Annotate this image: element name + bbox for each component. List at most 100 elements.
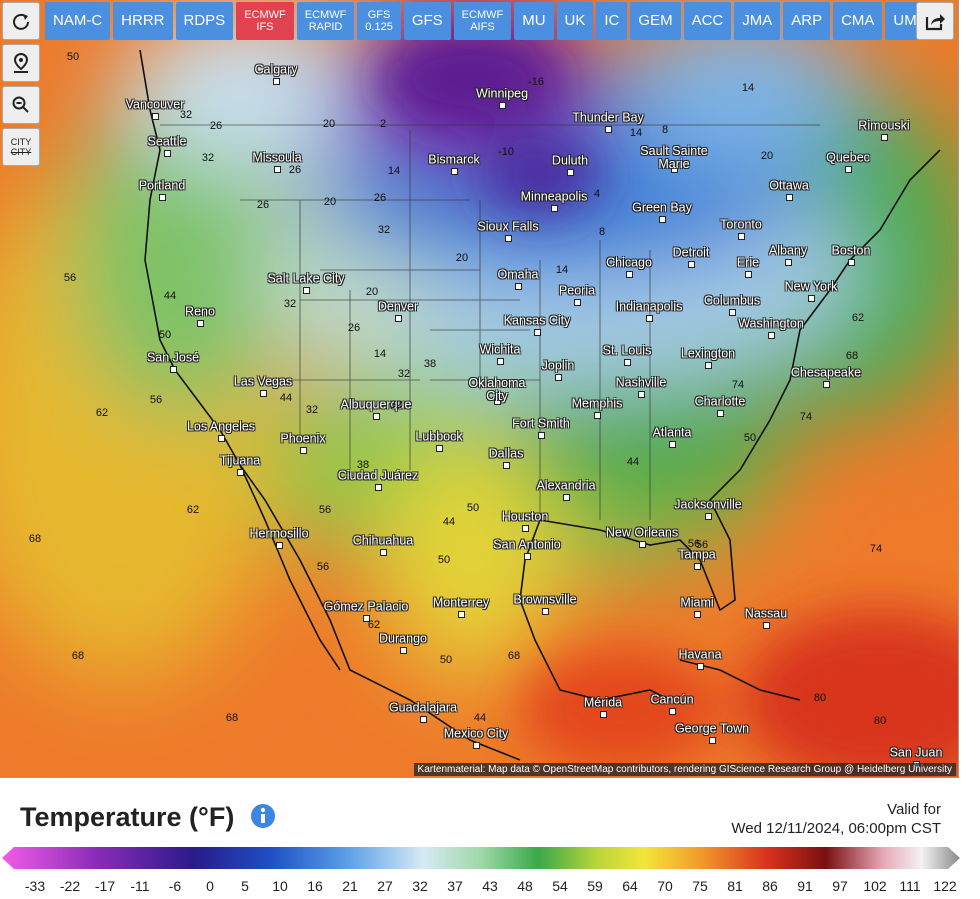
city-label[interactable]: Cancún xyxy=(650,692,694,707)
model-button[interactable]: UK xyxy=(556,2,594,40)
city-label[interactable]: Chihuahua xyxy=(352,533,414,548)
city-label[interactable]: Sault Sainte Marie xyxy=(640,144,708,171)
share-button[interactable] xyxy=(916,2,954,40)
city-label[interactable]: Mexico City xyxy=(443,726,509,741)
city-label[interactable]: Bismarck xyxy=(428,152,480,167)
city-label[interactable]: Thunder Bay xyxy=(572,110,644,125)
city-label[interactable]: Joplin xyxy=(541,358,575,373)
city-label[interactable]: Chesapeake xyxy=(790,365,862,380)
city-label[interactable]: Columbus xyxy=(703,293,761,308)
model-button[interactable]: ECMWF AIFS xyxy=(453,2,512,40)
city-label[interactable]: Phoenix xyxy=(280,431,326,446)
city-label[interactable]: Brownsville xyxy=(513,592,577,607)
city-label[interactable]: Memphis xyxy=(571,396,623,411)
city-label[interactable]: Washington xyxy=(738,316,804,331)
city-label[interactable]: San Juan xyxy=(889,745,943,760)
city-label[interactable]: Ottawa xyxy=(769,178,809,193)
city-label[interactable]: Alexandria xyxy=(536,478,596,493)
city-label[interactable]: Nashville xyxy=(615,375,667,390)
model-button[interactable]: GEM xyxy=(630,2,681,40)
city-label[interactable]: Vancouver xyxy=(125,97,185,112)
city-label[interactable]: New York xyxy=(784,279,838,294)
city-label[interactable]: Durango xyxy=(379,631,427,646)
city-label[interactable]: Salt Lake City xyxy=(267,271,345,286)
city-label[interactable]: Albany xyxy=(768,243,808,258)
city-label[interactable]: Las Vegas xyxy=(233,374,293,389)
model-button[interactable]: RDPS xyxy=(175,2,234,40)
city-label[interactable]: Atlanta xyxy=(652,425,692,440)
city-label[interactable]: Green Bay xyxy=(632,200,692,215)
city-label[interactable]: Dallas xyxy=(488,446,524,461)
city-label[interactable]: San Antonio xyxy=(493,537,561,552)
city-label[interactable]: Monterrey xyxy=(432,595,490,610)
city-toggle[interactable]: CITY CITY xyxy=(2,128,40,166)
city-label[interactable]: San José xyxy=(146,350,200,365)
model-button[interactable]: NAM-C xyxy=(45,2,111,40)
model-button[interactable]: ECMWF IFS xyxy=(236,2,294,40)
city-label[interactable]: Gómez Palacio xyxy=(323,599,409,614)
city-label[interactable]: Tampa xyxy=(678,547,716,562)
city-label[interactable]: Oklahoma City xyxy=(468,376,526,403)
city-label[interactable]: Winnipeg xyxy=(475,86,529,101)
map[interactable]: Calgary Vancouver Winnipeg Thunder Bay Rimou… xyxy=(0,0,959,778)
city-label[interactable]: Seattle xyxy=(147,134,187,149)
city-label[interactable]: Miami xyxy=(680,595,714,610)
city-label[interactable]: Detroit xyxy=(672,245,710,260)
city-marker xyxy=(524,553,531,560)
city-label[interactable]: Calgary xyxy=(254,62,298,77)
zoom-button[interactable] xyxy=(2,86,40,124)
model-button[interactable]: MU xyxy=(514,2,554,40)
city-label[interactable]: Hermosillo xyxy=(249,526,309,541)
isotherm-label: -10 xyxy=(498,146,514,158)
location-button[interactable] xyxy=(2,44,40,82)
city-label[interactable]: Lexington xyxy=(680,346,736,361)
model-button[interactable]: GFS xyxy=(403,2,451,40)
model-button[interactable]: IC xyxy=(596,2,628,40)
city-label[interactable]: Omaha xyxy=(497,267,539,282)
city-label[interactable]: Jacksonville xyxy=(674,497,742,512)
model-button[interactable]: JMA xyxy=(734,2,781,40)
isotherm-label: 50 xyxy=(66,51,80,63)
city-label[interactable]: Chicago xyxy=(606,255,652,270)
city-label[interactable]: Tijuana xyxy=(219,453,261,468)
city-label[interactable]: Nassau xyxy=(744,606,788,621)
city-label[interactable]: Sioux Falls xyxy=(477,219,539,234)
model-button[interactable]: GFS 0.125 xyxy=(357,2,401,40)
city-label[interactable]: Rimouski xyxy=(858,118,910,133)
city-label[interactable]: Albuquerque xyxy=(340,397,412,412)
city-label[interactable]: Erie xyxy=(736,255,760,270)
isotherm-label: 56 xyxy=(316,561,330,573)
city-label[interactable]: Wichita xyxy=(479,342,521,357)
city-label[interactable]: Toronto xyxy=(720,217,762,232)
city-label[interactable]: Portland xyxy=(138,178,186,193)
city-label[interactable]: St. Louis xyxy=(602,343,652,358)
city-label[interactable]: Minneapolis xyxy=(520,189,588,204)
model-button[interactable]: ACC xyxy=(683,2,732,40)
city-label[interactable]: Reno xyxy=(185,304,215,319)
city-label[interactable]: Indianapolis xyxy=(615,299,683,314)
city-label[interactable]: Missoula xyxy=(252,150,302,165)
city-label[interactable]: Havana xyxy=(678,647,722,662)
city-label[interactable]: Duluth xyxy=(551,153,589,168)
refresh-button[interactable] xyxy=(2,2,40,40)
city-label[interactable]: Peoria xyxy=(558,283,596,298)
model-button[interactable]: ECMWF RAPID xyxy=(296,2,355,40)
model-button[interactable]: CMA xyxy=(833,2,883,40)
city-label[interactable]: Kansas City xyxy=(503,313,571,328)
model-button[interactable]: ARP xyxy=(783,2,831,40)
city-label[interactable]: Los Angeles xyxy=(186,419,256,434)
info-icon[interactable] xyxy=(250,803,276,829)
city-label[interactable]: Charlotte xyxy=(694,394,746,409)
city-label[interactable]: Fort Smith xyxy=(512,416,570,431)
city-label[interactable]: Boston xyxy=(831,243,871,258)
city-label[interactable]: Quebec xyxy=(826,150,870,165)
city-label[interactable]: Denver xyxy=(377,299,419,314)
city-label[interactable]: Houston xyxy=(501,509,549,524)
city-label[interactable]: George Town xyxy=(674,721,750,736)
city-label[interactable]: Guadalajara xyxy=(388,700,458,715)
model-button[interactable]: HRRR xyxy=(113,2,173,40)
city-label[interactable]: Mérida xyxy=(583,695,623,710)
city-label[interactable]: Lubbock xyxy=(415,429,463,444)
city-label[interactable]: Ciudad Juárez xyxy=(337,468,419,483)
city-label[interactable]: New Orleans xyxy=(605,525,679,540)
